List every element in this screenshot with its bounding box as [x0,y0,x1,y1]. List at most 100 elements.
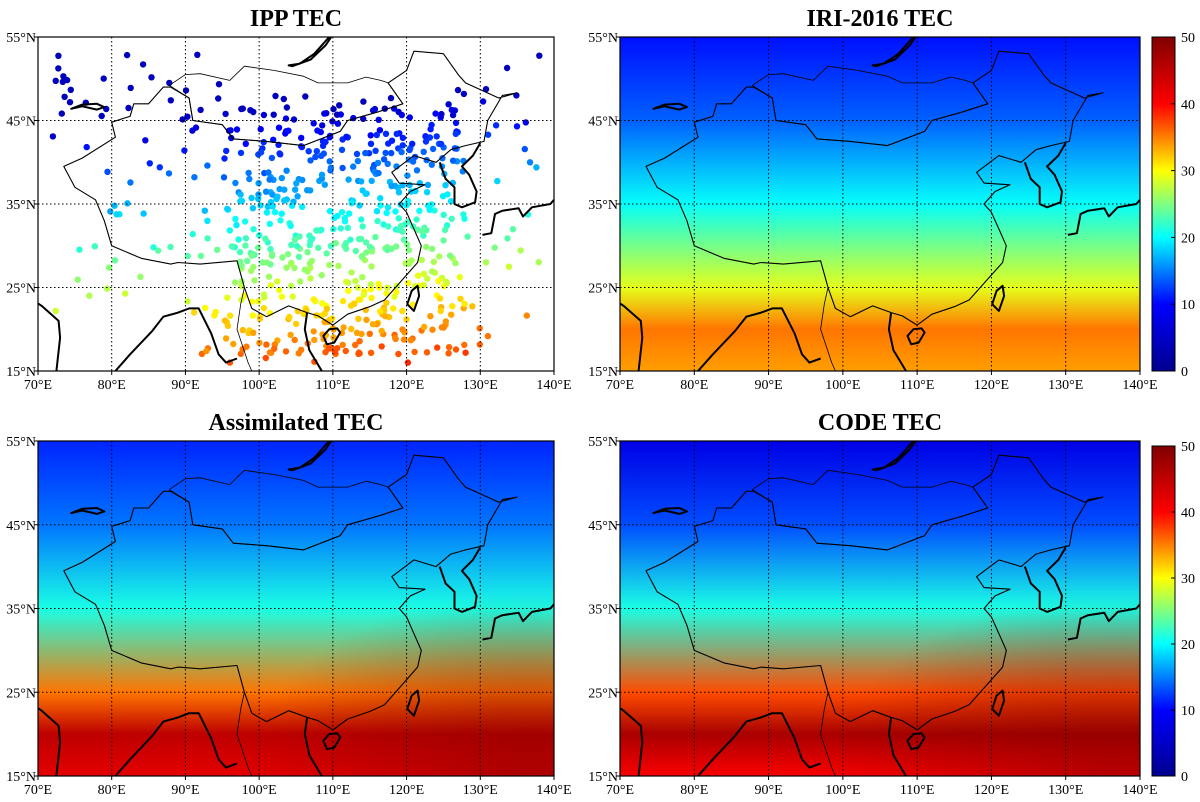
ipp-point [288,202,296,209]
ipp-point [279,254,286,261]
ipp-point [227,127,234,134]
ipp-point [374,217,381,225]
ipp-point [430,258,437,265]
ipp-point [328,344,335,352]
ipp-point [373,208,381,215]
japan-coastline [1067,603,1140,641]
ipp-point [310,120,317,127]
ipp-point [296,233,303,240]
ipp-point [49,133,57,140]
ipp-point [291,336,298,344]
ipp-point [406,181,413,189]
lon-tick-label: 110°E [316,378,351,393]
lon-tick-label: 120°E [389,378,424,393]
ipp-point [111,202,118,209]
ipp-point [429,245,436,252]
ipp-point [232,215,239,223]
ipp-point [388,182,395,190]
lon-tick-label: 70°E [606,783,634,798]
ipp-point [245,169,252,177]
ipp-point [275,124,283,131]
ipp-point [260,291,268,298]
ipp-point [345,287,352,294]
ipp-point [422,133,429,140]
ipp-point [91,243,99,250]
ipp-point [445,101,452,108]
ipp-point [449,303,456,310]
ipp-point [357,235,365,243]
ipp-point [67,86,75,94]
ipp-point [224,322,232,329]
ipp-point [226,227,233,234]
ipp-point [313,148,320,155]
ipp-point [452,130,459,137]
ipp-point [262,354,269,362]
ipp-point [283,264,290,271]
ipp-point [482,86,490,93]
ipp-point [385,223,392,230]
ipp-point [148,74,155,81]
ipp-point [127,179,134,186]
ipp-point [249,205,257,212]
ipp-point [263,259,271,266]
colorbar-tick-label: 20 [1181,231,1195,246]
ipp-point [406,114,413,121]
ipp-point [348,325,355,333]
ipp-point [323,305,331,313]
ipp-point [452,260,459,267]
ipp-point [509,226,517,233]
ipp-point [227,312,234,319]
ipp-point [366,243,374,251]
ipp-point [266,220,273,228]
ipp-point [319,300,326,307]
ipp-point [421,323,428,330]
ipp-point [288,241,295,249]
ipp-point [259,259,266,266]
lat-tick-label: 45°N [588,115,618,130]
colorbar-tick-label: 10 [1181,704,1195,719]
ipp-point [404,197,412,205]
india-west-coastline [620,706,644,776]
mongolia-border [751,469,989,551]
ipp-point [276,185,283,193]
ipp-point [360,115,367,123]
korea-coastline [438,546,482,613]
ipp-point [52,77,59,85]
ipp-point [484,131,492,138]
ipp-point [352,341,359,349]
ipp-point [271,209,279,216]
ipp-point [276,150,283,157]
ipp-point [378,343,385,350]
ipp-point [269,191,276,198]
ipp-point [289,293,296,300]
ipp-point [137,273,144,280]
ipp-point [464,233,471,240]
ipp-point [256,315,264,322]
lake-baikal [871,441,917,472]
ipp-point [228,134,235,142]
ipp-point [393,243,400,250]
sakhalin-coastline [566,66,578,112]
ipp-point [343,278,350,285]
ipp-point [52,307,59,315]
ipp-point [286,313,293,321]
colorbar-tick-label: 20 [1181,638,1195,653]
ipp-point [395,226,403,233]
ipp-point [523,312,530,319]
ipp-point [424,181,432,189]
ipp-point [422,243,430,251]
ipp-point [293,242,301,250]
ipp-point [285,127,292,134]
ipp-point [444,191,451,198]
ipp-point [429,145,437,153]
lat-tick-label: 25°N [6,686,36,701]
ipp-point [139,61,147,68]
ipp-point [242,242,249,249]
ipp-point [406,146,413,154]
ipp-point [460,90,468,98]
ipp-point [146,160,153,167]
ipp-point [179,116,186,123]
panel-title: IRI-2016 TEC [807,6,954,32]
ipp-point [368,263,375,270]
